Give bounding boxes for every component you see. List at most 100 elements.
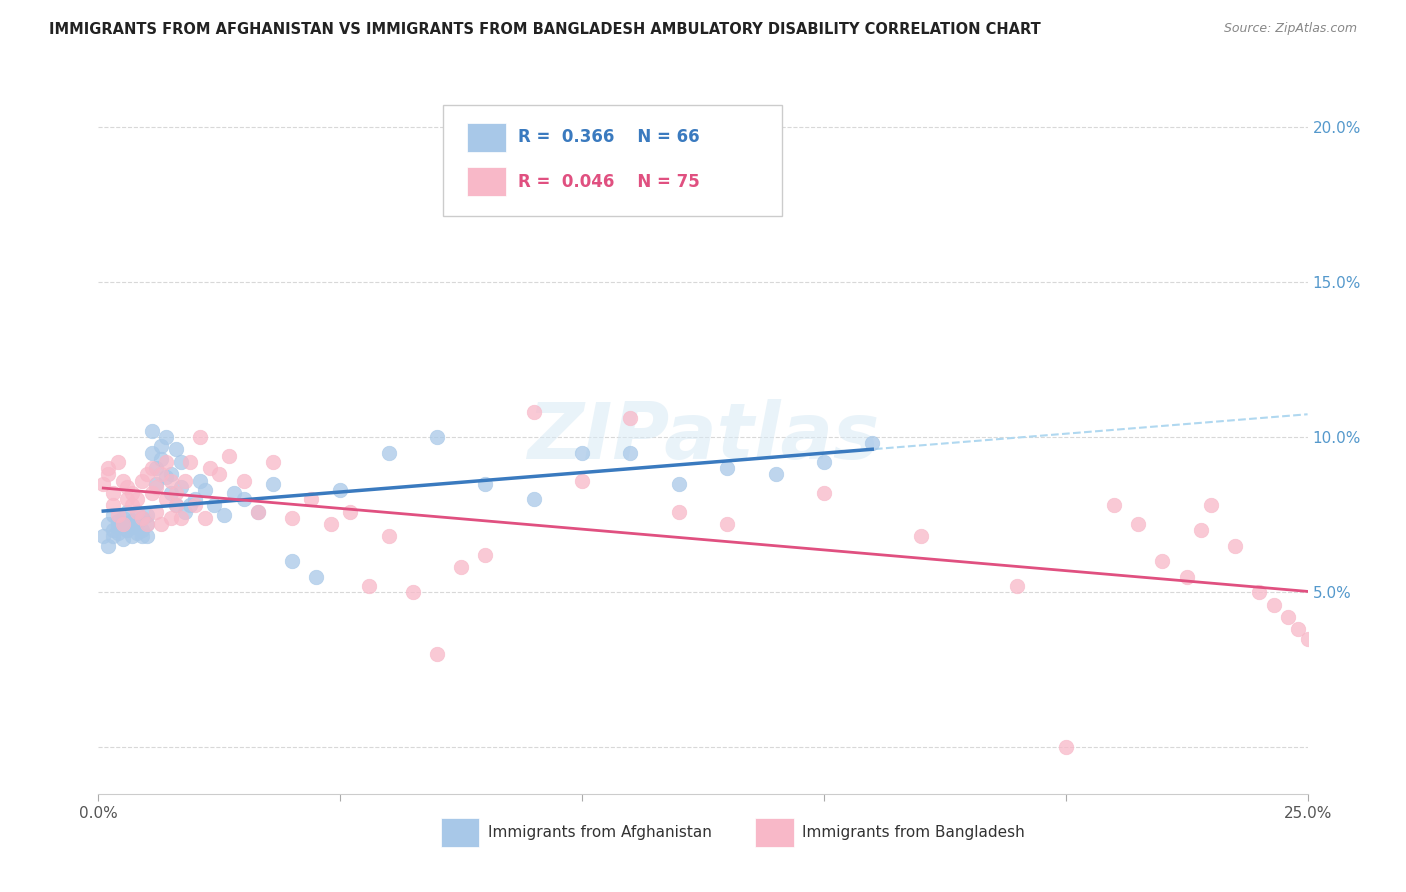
Point	[160, 510, 183, 524]
Text: Source: ZipAtlas.com: Source: ZipAtlas.com	[1223, 22, 1357, 36]
FancyBboxPatch shape	[443, 105, 782, 216]
Point	[145, 504, 167, 518]
Point	[179, 455, 201, 469]
Point	[1175, 570, 1198, 584]
Point	[165, 499, 187, 513]
Point	[117, 523, 139, 537]
Point	[111, 510, 134, 524]
Point	[212, 508, 235, 522]
Point	[101, 523, 124, 537]
Point	[571, 474, 593, 488]
Point	[111, 516, 134, 531]
Point	[150, 439, 173, 453]
Point	[155, 455, 177, 469]
Point	[141, 445, 163, 459]
Point	[571, 445, 593, 459]
Point	[131, 510, 153, 524]
Point	[97, 461, 120, 475]
Point	[131, 474, 153, 488]
Point	[107, 514, 129, 528]
Point	[107, 508, 129, 522]
Point	[247, 504, 270, 518]
Point	[150, 467, 173, 482]
Point	[198, 461, 221, 475]
Point	[160, 474, 183, 488]
Point	[91, 476, 114, 491]
Point	[668, 504, 690, 518]
Point	[1199, 499, 1222, 513]
Point	[299, 492, 322, 507]
Point	[97, 539, 120, 553]
Point	[426, 647, 449, 661]
Point	[359, 579, 381, 593]
Point	[1263, 598, 1285, 612]
Point	[194, 510, 217, 524]
FancyBboxPatch shape	[755, 818, 794, 847]
Point	[127, 504, 149, 518]
Text: Immigrants from Bangladesh: Immigrants from Bangladesh	[803, 825, 1025, 840]
Point	[169, 455, 191, 469]
Point	[716, 516, 738, 531]
Point	[232, 492, 254, 507]
Point	[474, 548, 496, 562]
Point	[121, 499, 143, 513]
Point	[281, 554, 304, 568]
Point	[160, 467, 183, 482]
Point	[860, 436, 883, 450]
Point	[135, 529, 157, 543]
Point	[127, 516, 149, 531]
Point	[377, 529, 399, 543]
Point	[169, 510, 191, 524]
Point	[121, 486, 143, 500]
Point	[179, 499, 201, 513]
Point	[97, 467, 120, 482]
Point	[450, 560, 472, 574]
Point	[188, 474, 211, 488]
Point	[1286, 623, 1309, 637]
Point	[1189, 523, 1212, 537]
Point	[165, 442, 187, 457]
FancyBboxPatch shape	[467, 168, 506, 196]
Point	[377, 445, 399, 459]
Point	[111, 474, 134, 488]
Point	[91, 529, 114, 543]
Point	[1296, 632, 1319, 646]
Point	[305, 570, 328, 584]
Point	[111, 533, 134, 547]
Point	[668, 476, 690, 491]
Point	[121, 529, 143, 543]
Point	[107, 520, 129, 534]
Point	[141, 461, 163, 475]
Point	[131, 510, 153, 524]
Point	[1128, 516, 1150, 531]
Point	[174, 504, 197, 518]
Point	[619, 445, 641, 459]
Point	[1152, 554, 1174, 568]
Point	[131, 523, 153, 537]
Point	[117, 492, 139, 507]
Point	[107, 526, 129, 541]
Point	[813, 486, 835, 500]
Point	[1249, 585, 1271, 599]
Point	[329, 483, 352, 497]
Point	[1223, 539, 1246, 553]
Text: R =  0.366    N = 66: R = 0.366 N = 66	[517, 128, 700, 146]
Point	[101, 508, 124, 522]
Point	[135, 467, 157, 482]
Point	[107, 455, 129, 469]
Point	[402, 585, 425, 599]
Point	[426, 430, 449, 444]
Point	[150, 451, 173, 466]
Point	[127, 526, 149, 541]
Point	[281, 510, 304, 524]
Point	[188, 430, 211, 444]
Point	[208, 467, 231, 482]
Point	[247, 504, 270, 518]
Point	[262, 476, 284, 491]
FancyBboxPatch shape	[467, 123, 506, 152]
Point	[523, 405, 546, 419]
Point	[127, 492, 149, 507]
Point	[319, 516, 342, 531]
Point	[165, 486, 187, 500]
Point	[813, 455, 835, 469]
